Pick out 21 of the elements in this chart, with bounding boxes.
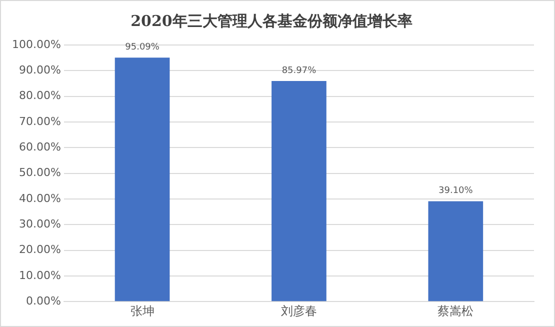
bar — [272, 81, 326, 302]
bar — [114, 58, 170, 302]
y-tick-label: 30.00% — [18, 217, 61, 230]
data-label: 39.10% — [438, 186, 474, 196]
y-tick-label: 60.00% — [18, 140, 61, 154]
y-tick-label: 0.00% — [26, 294, 61, 308]
y-tick-label: 70.00% — [18, 114, 61, 128]
y-tick-label: 50.00% — [18, 166, 61, 180]
chart-title: 2020年三大管理人各基金份额净值增长率 — [130, 12, 412, 30]
y-tick-label: 90.00% — [18, 64, 61, 77]
x-tick-label: 张坤 — [130, 304, 154, 318]
y-tick-label: 100.00% — [12, 38, 61, 51]
x-tick-label: 刘彦春 — [280, 304, 317, 318]
bar — [428, 201, 484, 302]
y-tick-label: 40.00% — [18, 192, 61, 205]
y-tick-label: 10.00% — [18, 268, 61, 282]
y-tick-label: 20.00% — [18, 243, 61, 256]
x-tick-label: 蔡嵩松 — [438, 304, 474, 318]
data-label: 95.09% — [125, 42, 160, 52]
y-tick-label: 80.00% — [18, 89, 61, 102]
data-label: 85.97% — [282, 66, 317, 76]
